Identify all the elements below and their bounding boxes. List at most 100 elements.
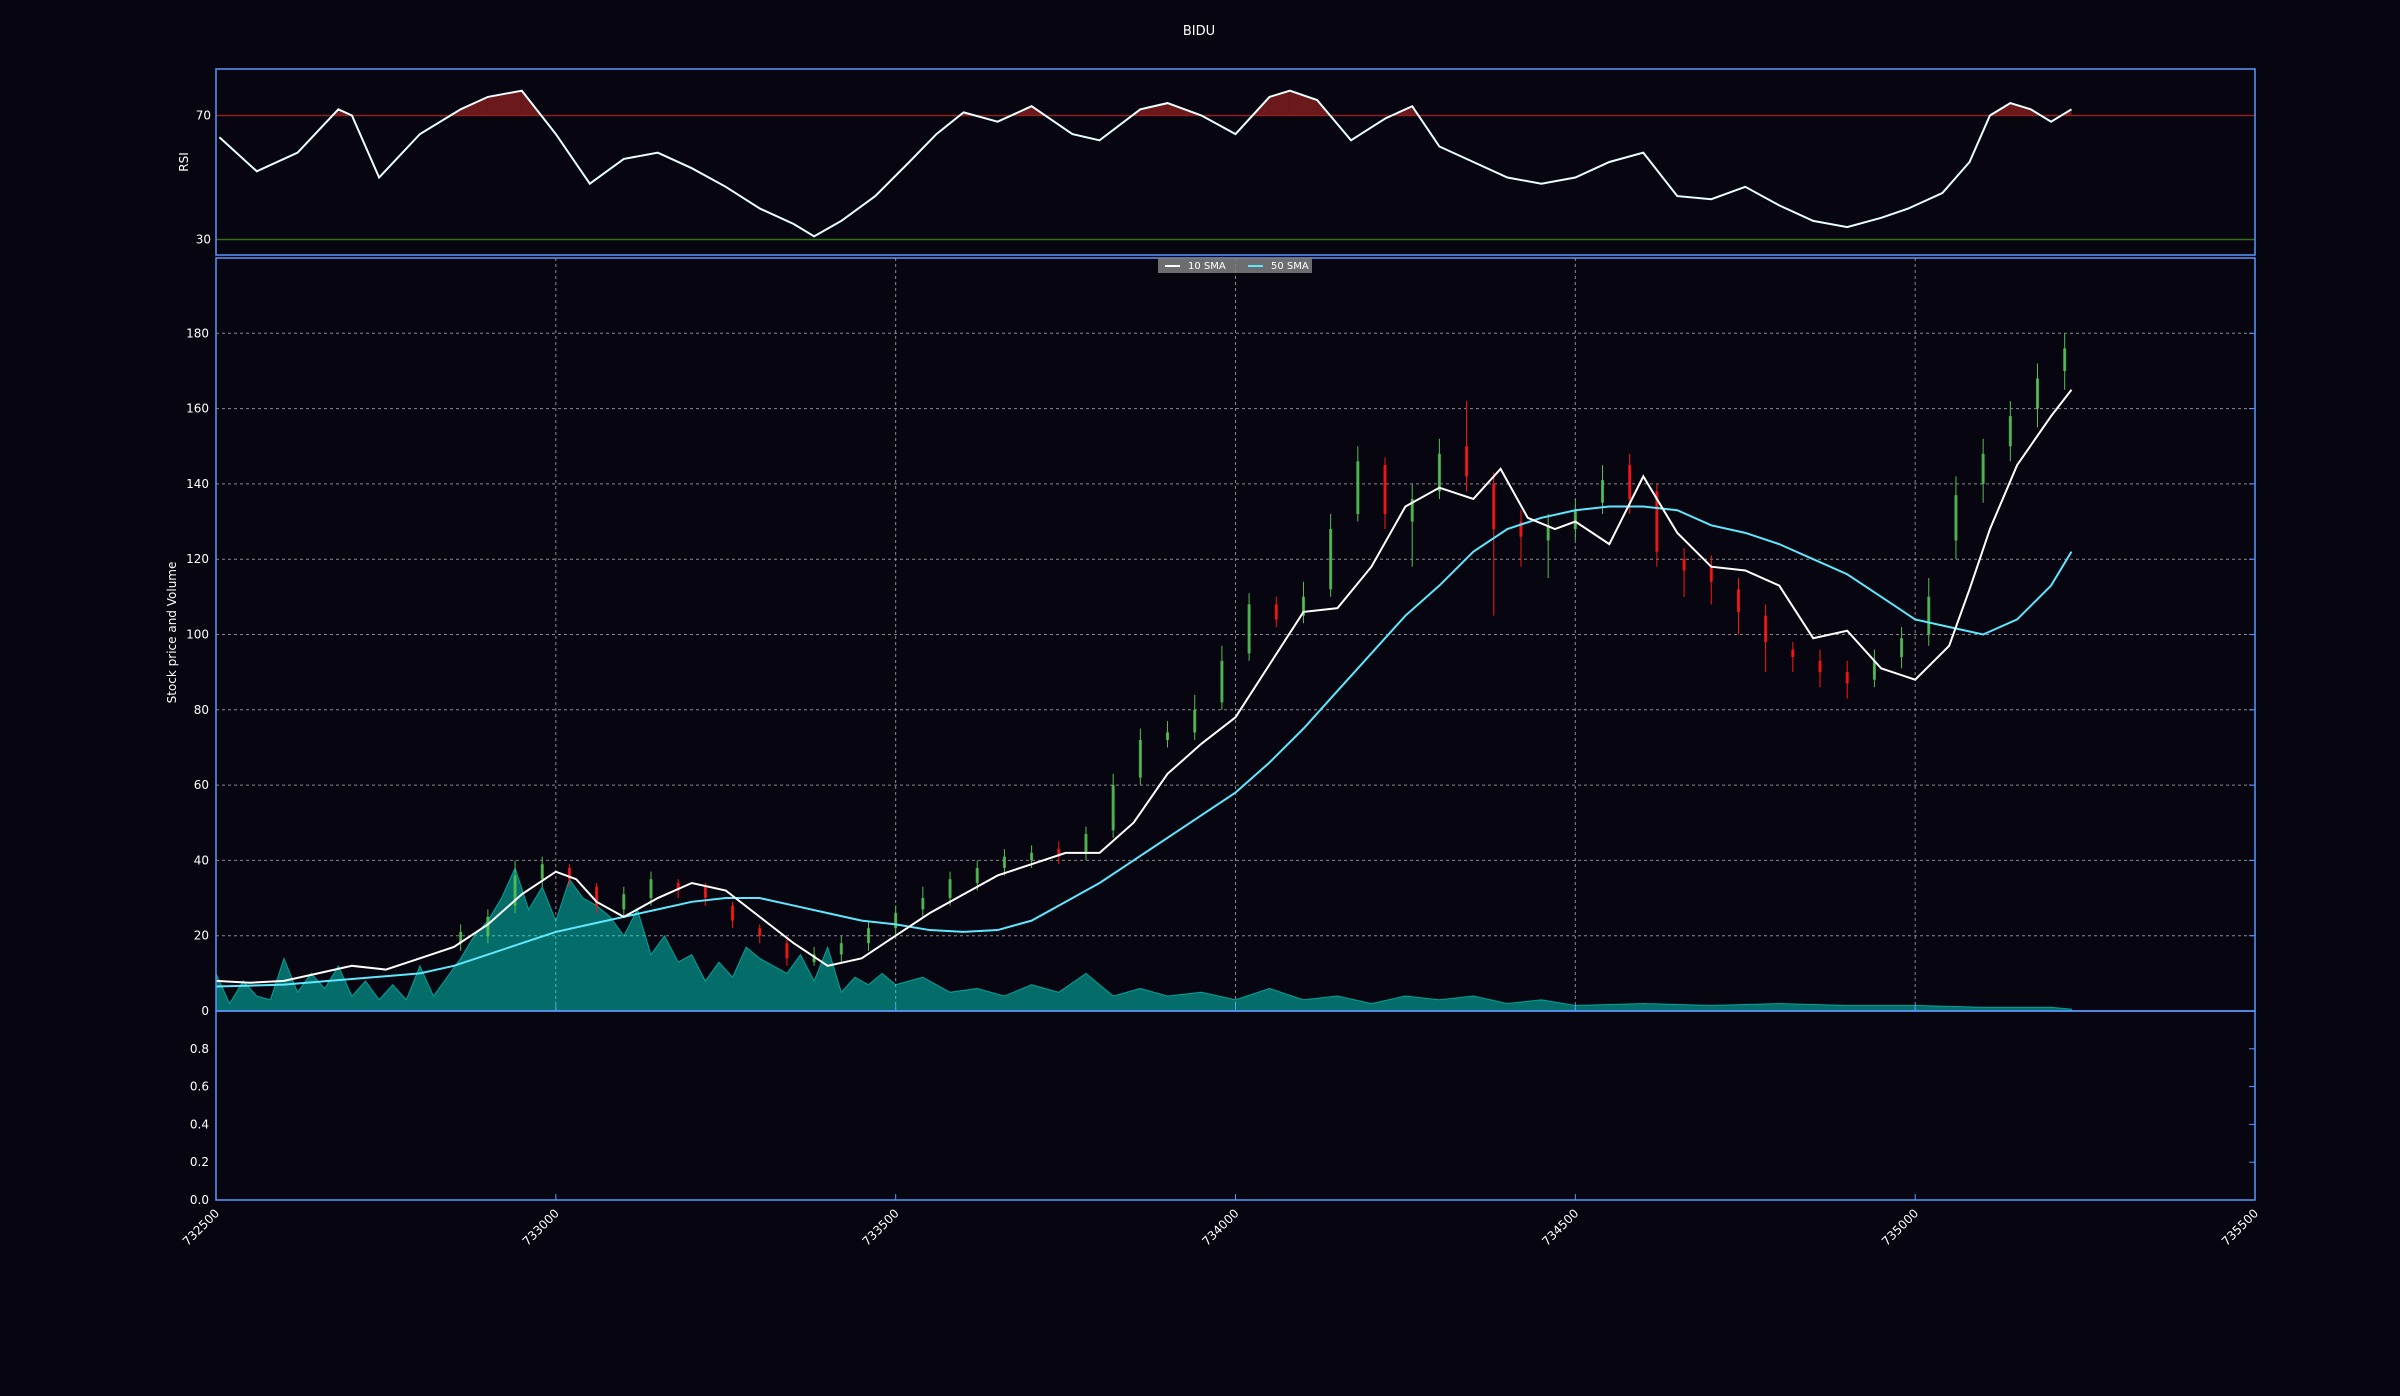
candle-body (1247, 604, 1251, 654)
rsi-overbought-area (1289, 90, 1318, 116)
candle-body (1220, 660, 1224, 703)
candle-body (1682, 559, 1686, 571)
candle-body (1138, 739, 1142, 778)
price-panel: 0 20 40 60 80 100 120 140 160 180 Stock price and… (165, 257, 2256, 1018)
volume-y-tick-label: 0.6 (190, 1080, 209, 1094)
candle-body (1465, 446, 1469, 477)
rsi-overbought-area (1140, 103, 1168, 116)
legend-label-sma10: 10 SMA (1188, 261, 1226, 272)
candle-body (1301, 596, 1305, 616)
candle-body (567, 867, 571, 880)
candle-body (1193, 709, 1197, 733)
rsi-overbought-area (460, 96, 488, 116)
candle-body (1818, 660, 1822, 673)
candle-body (703, 886, 707, 899)
candle-body (812, 954, 816, 963)
candle-body (595, 886, 599, 906)
candle-body (1927, 596, 1931, 635)
rsi-overbought-area (487, 90, 522, 116)
candle-body (1084, 834, 1088, 853)
candle-body (1356, 461, 1360, 515)
rsi-tick-70: 70 (196, 109, 211, 123)
candle-body (1791, 649, 1795, 658)
volume-y-tick-label: 0.4 (190, 1117, 209, 1131)
price-y-tick-label: 180 (186, 326, 209, 340)
candle-body (540, 864, 544, 880)
candle-body (676, 882, 680, 891)
candle-body (1872, 660, 1876, 680)
candle-body (1057, 849, 1061, 857)
candle-body (866, 928, 870, 944)
candle-body (1900, 638, 1904, 658)
rsi-overbought-area (2010, 103, 2031, 116)
price-y-tick-label: 40 (194, 853, 209, 867)
candle-body (1764, 615, 1768, 643)
candle-body (1383, 465, 1387, 515)
volume-y-ticks: 0.0 0.2 0.4 0.6 0.8 (190, 1042, 2255, 1207)
price-y-tick-label: 100 (186, 628, 209, 642)
candle-body (1111, 785, 1115, 831)
candle-body (1002, 856, 1006, 868)
candle-body (1954, 495, 1958, 541)
candle-body (1410, 498, 1414, 522)
candle-body (1030, 852, 1034, 861)
price-y-tick-label: 160 (186, 402, 209, 416)
price-y-ticks: 0 20 40 60 80 100 120 140 160 180 (186, 326, 2255, 1018)
legend-box (1158, 258, 1312, 273)
rsi-panel: 30 70 RSI (177, 68, 2256, 256)
candle-body (1546, 525, 1550, 541)
legend-label-sma50: 50 SMA (1271, 261, 1309, 272)
volume-y-tick-label: 0.0 (190, 1193, 209, 1207)
candle-body (649, 879, 653, 899)
volume-area (215, 866, 2072, 1012)
rsi-line (218, 89, 2073, 238)
volume-y-tick-label: 0.8 (190, 1042, 209, 1056)
candle-body (1166, 732, 1170, 740)
candle-body (1492, 483, 1496, 530)
candle-body (1519, 521, 1523, 537)
candlesticks (459, 333, 2067, 966)
rsi-tick-30: 30 (196, 233, 211, 247)
candle-body (486, 916, 490, 936)
volume-y-tick-label: 0.2 (190, 1155, 209, 1169)
price-y-tick-label: 20 (194, 929, 209, 943)
candle-body (731, 905, 735, 921)
candle-body (1329, 529, 1333, 590)
candle-body (1274, 604, 1278, 620)
candle-body (921, 898, 925, 910)
candle-body (894, 913, 898, 929)
candle-body (1655, 491, 1659, 552)
candle-body (2036, 378, 2040, 409)
price-y-tick-label: 0 (201, 1004, 209, 1018)
candle-body (1845, 672, 1849, 684)
candle-body (975, 867, 979, 883)
candle-body (1628, 465, 1632, 499)
sma-10-line (215, 389, 2073, 984)
rsi-axis-label: RSI (177, 152, 191, 172)
candle-body (1736, 589, 1740, 612)
candle-body (1709, 566, 1713, 582)
legend: 10 SMA 50 SMA (1158, 258, 1312, 273)
chart-title: BIDU (1183, 24, 1215, 39)
price-y-tick-label: 80 (194, 703, 209, 717)
candle-body (1601, 480, 1605, 503)
candle-body (2008, 416, 2012, 447)
rsi-panel-frame (215, 68, 2256, 256)
price-axis-label: Stock price and Volume (165, 562, 179, 704)
price-y-tick-label: 120 (186, 552, 209, 566)
candle-body (2063, 348, 2067, 371)
rsi-overbought-area (1269, 90, 1290, 116)
candle-body (513, 875, 517, 906)
candle-body (459, 931, 463, 944)
candle-body (839, 943, 843, 955)
sma-50-line (215, 505, 2073, 988)
candle-body (758, 928, 762, 936)
price-y-tick-label: 140 (186, 477, 209, 491)
candle-body (785, 943, 789, 959)
candle-body (622, 894, 626, 910)
candle-body (948, 879, 952, 899)
price-y-tick-label: 60 (194, 778, 209, 792)
candle-body (1437, 453, 1441, 492)
